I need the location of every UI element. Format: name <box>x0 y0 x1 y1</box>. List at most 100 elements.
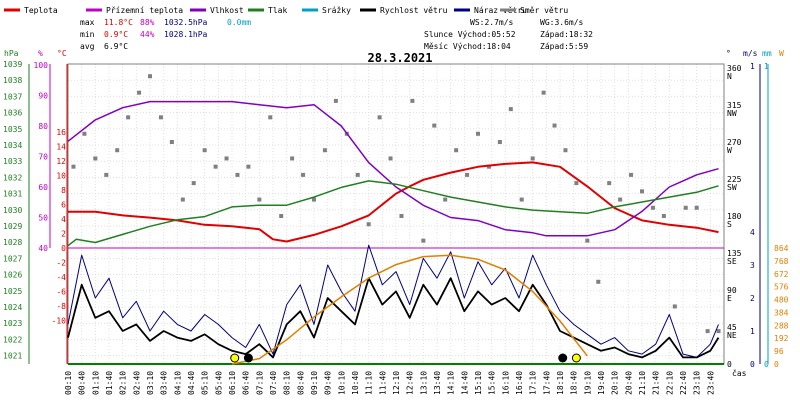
solar-axis-label: W <box>779 49 784 58</box>
wind-dir-point <box>530 156 535 161</box>
x-tick-label: 16:10 <box>501 371 510 395</box>
x-tick-label: 11:10 <box>365 371 374 395</box>
solar-tick: 480 <box>774 296 789 305</box>
x-tick-label: 05:10 <box>201 371 210 395</box>
wind-dir-point <box>224 156 229 161</box>
wind-dir-point <box>640 189 644 194</box>
legend-label: Rychlost větru <box>380 6 448 15</box>
wind-speed-tick: 4 <box>750 228 755 237</box>
stat-max-temp: 11.8°C <box>104 18 133 27</box>
x-tick-label: 20:10 <box>611 371 620 395</box>
pressure-tick: 1031 <box>3 190 22 199</box>
x-tick-label: 04:40 <box>187 371 196 395</box>
pressure-tick: 1027 <box>3 254 22 263</box>
wind-dir-point <box>377 115 382 120</box>
legend-label: Srážky <box>322 6 351 15</box>
stat-avg-label: avg <box>80 42 95 51</box>
x-tick-label: 03:40 <box>160 371 169 395</box>
wind-dir-point <box>465 172 470 177</box>
wind-dir-point <box>191 181 196 186</box>
stats-panel: max 11.8°C 88% 1032.5hPa 0.0mm min 0.9°C 44% 102… <box>80 18 593 51</box>
temperature-tick: -10 <box>52 317 67 326</box>
x-tick-label: 04:10 <box>173 371 182 395</box>
wind-dir-point <box>268 115 273 120</box>
wind-dir-point <box>169 140 174 144</box>
wind-dir-point <box>290 156 295 161</box>
x-tick-label: 01:10 <box>91 371 100 395</box>
stat-avg-temp: 6.9°C <box>104 42 128 51</box>
temperature-tick: 16 <box>56 128 66 137</box>
stat-max-label: max <box>80 18 95 27</box>
wind-dir-label: S <box>727 220 732 229</box>
wind-dir-point <box>312 197 316 202</box>
wind-speed-tick: 2 <box>750 294 755 303</box>
x-tick-label: 00:40 <box>78 371 87 395</box>
wind-dir-point <box>432 123 437 128</box>
plot-area <box>67 74 721 365</box>
wind-dir-point <box>574 181 579 186</box>
wind-dir-point <box>705 329 710 334</box>
pressure-tick: 1032 <box>3 173 22 182</box>
rain-axis-label: mm <box>762 49 772 58</box>
wind-ws: WS:2.7m/s <box>470 18 514 27</box>
wind-dir-point <box>497 140 502 144</box>
x-tick-label: 12:10 <box>392 371 401 395</box>
wind-wg: WG:3.6m/s <box>540 18 584 27</box>
stat-max-rain: 0.0mm <box>227 18 251 27</box>
x-tick-label: 22:40 <box>679 371 688 395</box>
x-tick-label: 07:10 <box>255 371 264 395</box>
wind-dir-label: SE <box>727 257 737 266</box>
wind-dir-point <box>148 74 152 79</box>
pressure-tick: 1036 <box>3 109 22 118</box>
wind-dir-point <box>629 172 634 177</box>
wind-dir-point <box>399 214 404 218</box>
wind-dir-point <box>115 148 120 153</box>
wind-speed-tick: 1 <box>750 327 755 336</box>
x-tick-label: 15:10 <box>474 371 483 395</box>
wind-dir-tick: 360 <box>727 64 742 73</box>
wind-dir-tick: 135 <box>727 249 742 258</box>
humidity-tick: 70 <box>38 153 48 162</box>
x-tick-label: 02:10 <box>119 371 128 395</box>
x-tick-label: 23:10 <box>693 371 702 395</box>
x-tick-label: 03:10 <box>146 371 155 395</box>
x-tick-label: 11:40 <box>378 371 387 395</box>
stat-min-label: min <box>80 30 95 39</box>
wind-dir-tick: 180 <box>727 212 742 221</box>
wind-dir-point <box>486 164 491 169</box>
pressure-tick: 1033 <box>3 157 22 166</box>
temperature-tick: -6 <box>56 288 66 297</box>
x-tick-label: 13:10 <box>419 371 428 395</box>
pressure-tick: 1038 <box>3 76 22 85</box>
x-tick-label: 19:10 <box>583 371 592 395</box>
wind-dir-tick: 270 <box>727 138 742 147</box>
x-tick-label: 20:40 <box>624 371 633 395</box>
x-tick-label: 17:40 <box>542 371 551 395</box>
temperature-tick: 2 <box>61 230 66 239</box>
wind-dir-point <box>82 131 87 136</box>
wind-dir-tick: 90 <box>727 286 737 295</box>
wind-dir-point <box>650 205 655 210</box>
wind-dir-point <box>443 197 448 202</box>
pressure-tick: 1037 <box>3 92 22 101</box>
wind-dir-point <box>683 205 688 210</box>
wind-dir-point <box>454 148 459 153</box>
x-tick-label: 23:40 <box>706 371 715 395</box>
pressure-tick: 1039 <box>3 60 22 69</box>
temperature-tick: 0 <box>61 244 66 253</box>
temperature-tick: -8 <box>56 302 66 311</box>
wind-dir-point <box>716 329 721 334</box>
wind-dir-point <box>301 172 306 177</box>
humidity-tick: 80 <box>38 122 48 131</box>
x-tick-label: 06:40 <box>242 371 251 395</box>
pressure-axis-label: hPa <box>4 49 19 58</box>
wind-dir-label: W <box>727 146 732 155</box>
wind-dir-tick: 315 <box>727 101 742 110</box>
pressure-tick: 1028 <box>3 238 22 247</box>
x-axis-label: čas <box>732 368 747 378</box>
rain-tick: 1 <box>764 62 769 71</box>
wind-dir-point <box>618 197 623 202</box>
legend-label: Přízemní teplota <box>106 6 183 15</box>
wind-dir-point <box>563 148 568 153</box>
x-tick-label: 18:10 <box>556 371 565 395</box>
